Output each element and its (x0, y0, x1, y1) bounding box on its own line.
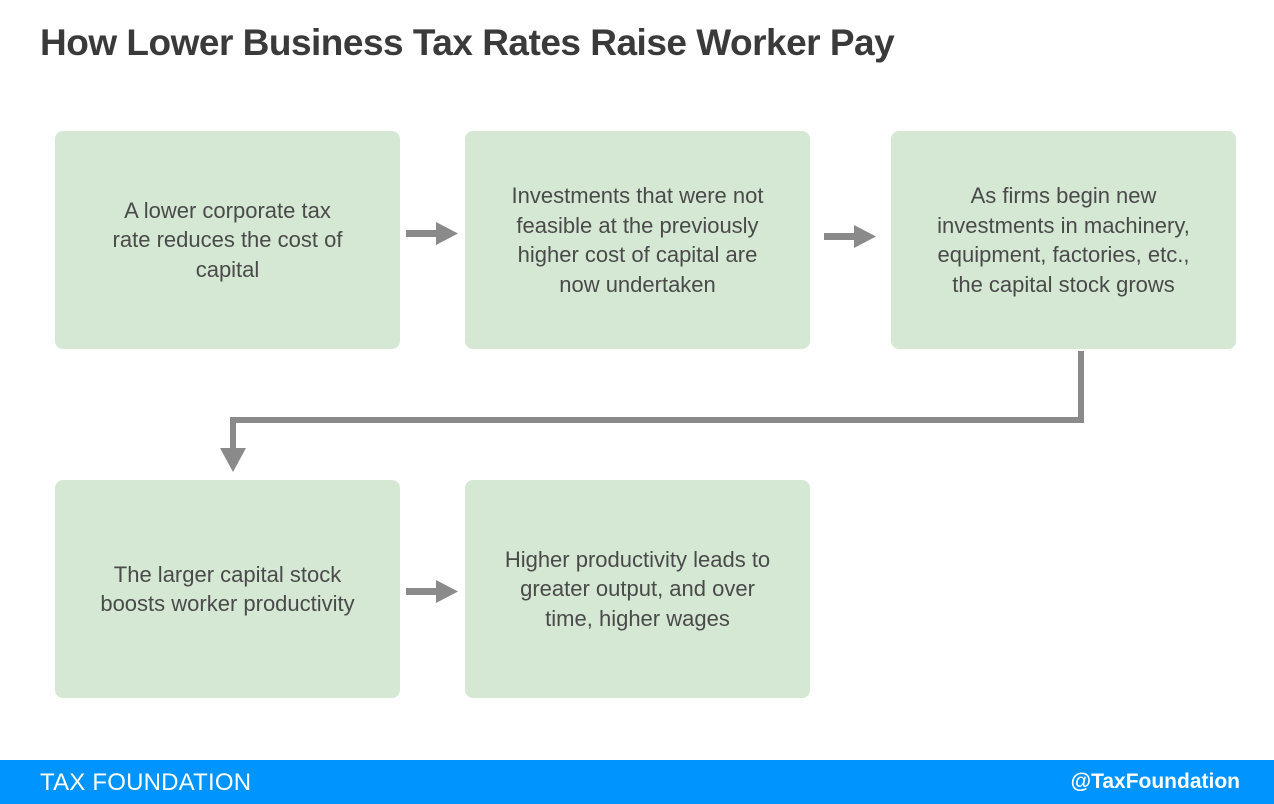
step-3-text: As firms begin new investments in machin… (937, 183, 1190, 297)
step-2-box: Investments that were not feasible at th… (465, 131, 810, 349)
step-2-text: Investments that were not feasible at th… (511, 183, 764, 297)
step-5-box: Higher productivity leads to greater out… (465, 480, 810, 698)
step-1-text: A lower corporate tax rate reduces the c… (112, 197, 343, 282)
step-5-text: Higher productivity leads to greater out… (504, 546, 771, 631)
step-4-text: The larger capital stock boosts worker p… (100, 561, 355, 617)
footer-bar: TAX FOUNDATION @TaxFoundation (0, 760, 1274, 804)
arrow-step2-to-step3 (824, 225, 876, 248)
flow-diagram: A lower corporate tax rate reduces the c… (55, 131, 1236, 698)
arrow-step4-to-step5 (406, 580, 458, 603)
footer-org-name: TAX FOUNDATION (40, 769, 252, 796)
footer-twitter-handle[interactable]: @TaxFoundation (1070, 770, 1240, 793)
step-3-box: As firms begin new investments in machin… (891, 131, 1236, 349)
step-1-box: A lower corporate tax rate reduces the c… (55, 131, 400, 349)
flow-connectors (220, 222, 1084, 603)
page-title: How Lower Business Tax Rates Raise Worke… (40, 22, 895, 63)
arrow-step3-to-step4 (220, 351, 1084, 472)
arrow-step1-to-step2 (406, 222, 458, 245)
step-4-box: The larger capital stock boosts worker p… (55, 480, 400, 698)
